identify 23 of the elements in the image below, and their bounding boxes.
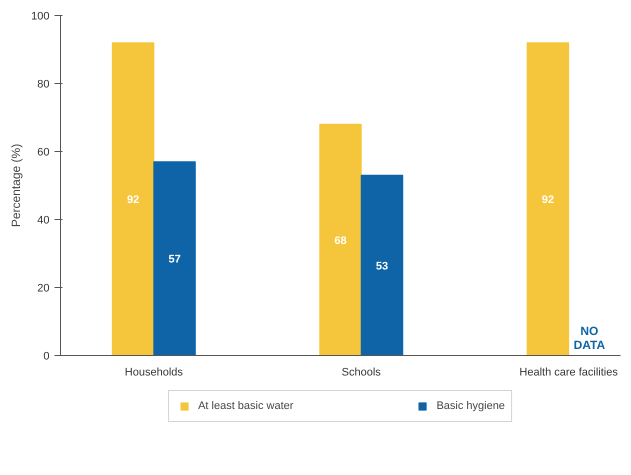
x-tick-label: Health care facilities	[519, 366, 618, 378]
data-label: 92	[542, 194, 554, 206]
bar	[319, 124, 362, 356]
y-tick-label: 20	[37, 282, 50, 294]
x-tick-label: Schools	[342, 366, 382, 378]
legend-label: At least basic water	[198, 400, 294, 412]
annotation: NO DATA	[574, 324, 606, 352]
bar	[360, 174, 404, 356]
legend-label: Basic hygiene	[436, 400, 505, 412]
data-label: 57	[168, 254, 181, 266]
bar	[112, 42, 154, 356]
data-label: 68	[334, 234, 347, 247]
data-label: 53	[376, 260, 388, 272]
data-label: 92	[126, 194, 140, 206]
y-tick-label: 0	[43, 350, 50, 362]
bar	[153, 161, 196, 356]
y-tick-label: 60	[37, 146, 50, 158]
bar	[526, 42, 570, 356]
y-tick-label: 40	[37, 214, 50, 226]
y-tick-label: 80	[37, 78, 50, 90]
x-tick-label: Households	[124, 366, 184, 378]
y-axis-title: Percentage (%)	[9, 144, 24, 228]
y-tick-label: 100	[31, 10, 50, 22]
